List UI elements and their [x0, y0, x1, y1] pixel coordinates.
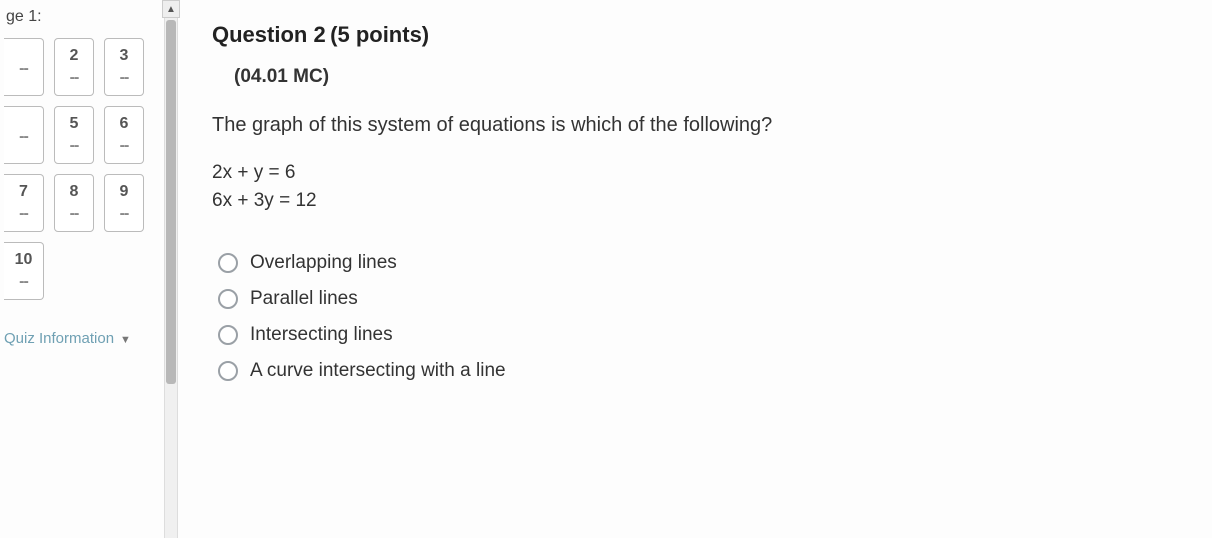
nav-box-1[interactable]: --: [4, 38, 44, 96]
question-title: Question 2: [212, 22, 326, 47]
radio-icon[interactable]: [218, 289, 238, 309]
radio-icon[interactable]: [218, 253, 238, 273]
scroll-track[interactable]: [164, 18, 178, 538]
nav-box-5[interactable]: 5--: [54, 106, 94, 164]
option-c-label: Intersecting lines: [250, 324, 393, 346]
question-prompt: The graph of this system of equations is…: [212, 114, 1182, 137]
nav-box-6[interactable]: 6--: [104, 106, 144, 164]
option-c[interactable]: Intersecting lines: [218, 324, 1182, 346]
nav-box-3[interactable]: 3--: [104, 38, 144, 96]
question-header: Question 2 (5 points): [212, 22, 1182, 48]
question-nav-grid: -- 2-- 3-- -- 5-- 6-- 7-- 8-- 9-- 10--: [4, 38, 156, 300]
question-nav-sidebar: ge 1: -- 2-- 3-- -- 5-- 6-- 7-- 8-- 9-- …: [0, 0, 160, 538]
page-label: ge 1:: [4, 8, 156, 26]
nav-box-10[interactable]: 10--: [4, 242, 44, 300]
option-b[interactable]: Parallel lines: [218, 288, 1182, 310]
question-points: (5 points): [330, 22, 429, 47]
option-a-label: Overlapping lines: [250, 252, 397, 274]
answer-options: Overlapping lines Parallel lines Interse…: [218, 252, 1182, 382]
equation-2: 6x + 3y = 12: [212, 187, 1182, 215]
scroll-up-button[interactable]: ▲: [162, 0, 180, 18]
quiz-information-link[interactable]: Quiz Information▼: [4, 330, 156, 347]
scrollbar[interactable]: ▲: [160, 0, 182, 538]
option-a[interactable]: Overlapping lines: [218, 252, 1182, 274]
scroll-thumb[interactable]: [166, 20, 176, 384]
question-content: Question 2 (5 points) (04.01 MC) The gra…: [182, 0, 1212, 538]
question-code: (04.01 MC): [234, 66, 1182, 88]
nav-box-7[interactable]: 7--: [4, 174, 44, 232]
option-b-label: Parallel lines: [250, 288, 358, 310]
nav-box-8[interactable]: 8--: [54, 174, 94, 232]
chevron-down-icon: ▼: [120, 334, 131, 346]
page-root: ge 1: -- 2-- 3-- -- 5-- 6-- 7-- 8-- 9-- …: [0, 0, 1212, 538]
option-d[interactable]: A curve intersecting with a line: [218, 360, 1182, 382]
nav-box-9[interactable]: 9--: [104, 174, 144, 232]
nav-box-2[interactable]: 2--: [54, 38, 94, 96]
option-d-label: A curve intersecting with a line: [250, 360, 506, 382]
radio-icon[interactable]: [218, 325, 238, 345]
nav-box-4[interactable]: --: [4, 106, 44, 164]
equation-block: 2x + y = 6 6x + 3y = 12: [212, 159, 1182, 214]
equation-1: 2x + y = 6: [212, 159, 1182, 187]
radio-icon[interactable]: [218, 361, 238, 381]
